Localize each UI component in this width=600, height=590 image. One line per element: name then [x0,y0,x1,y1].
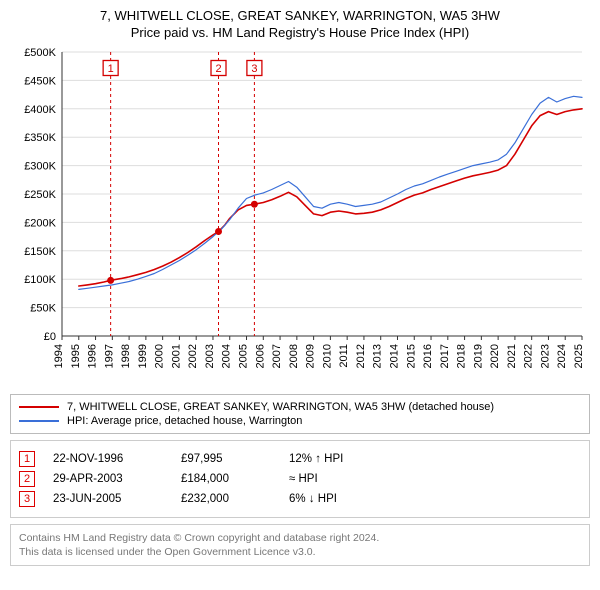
attribution: Contains HM Land Registry data © Crown c… [10,524,590,566]
svg-text:1997: 1997 [103,344,115,368]
svg-text:£150K: £150K [24,246,56,258]
svg-text:£0: £0 [44,331,56,343]
event-date: 29-APR-2003 [53,473,163,485]
svg-text:£100K: £100K [24,274,56,286]
event-hpi-delta: 12% ↑ HPI [289,453,389,465]
svg-text:£200K: £200K [24,217,56,229]
svg-text:2007: 2007 [271,344,283,368]
sale-event-row: 2 29-APR-2003 £184,000 ≈ HPI [19,471,581,487]
svg-text:2000: 2000 [154,344,166,368]
event-badge: 1 [19,451,35,467]
svg-text:2003: 2003 [204,344,216,368]
svg-text:2: 2 [215,63,221,75]
event-price: £97,995 [181,453,271,465]
svg-text:2010: 2010 [321,344,333,368]
svg-text:2002: 2002 [187,344,199,368]
event-badge: 2 [19,471,35,487]
svg-text:£400K: £400K [24,104,56,116]
svg-text:1: 1 [108,63,114,75]
event-date: 22-NOV-1996 [53,453,163,465]
svg-text:2008: 2008 [288,344,300,368]
attribution-line-1: Contains HM Land Registry data © Crown c… [19,531,581,545]
attribution-line-2: This data is licensed under the Open Gov… [19,545,581,559]
svg-text:1998: 1998 [120,344,132,368]
svg-text:2022: 2022 [523,344,535,368]
event-badge: 3 [19,491,35,507]
sale-event-row: 1 22-NOV-1996 £97,995 12% ↑ HPI [19,451,581,467]
sale-events-table: 1 22-NOV-1996 £97,995 12% ↑ HPI 2 29-APR-2003… [10,440,590,518]
svg-text:2004: 2004 [221,344,233,368]
svg-text:3: 3 [251,63,257,75]
svg-text:1994: 1994 [53,344,65,368]
svg-text:2018: 2018 [456,344,468,368]
legend-swatch [19,406,59,408]
chart-container: 7, WHITWELL CLOSE, GREAT SANKEY, WARRING… [0,0,600,576]
event-hpi-delta: 6% ↓ HPI [289,493,389,505]
svg-text:2005: 2005 [238,344,250,368]
event-price: £232,000 [181,493,271,505]
svg-text:£450K: £450K [24,75,56,87]
svg-text:1999: 1999 [137,344,149,368]
svg-text:2020: 2020 [489,344,501,368]
svg-text:1996: 1996 [87,344,99,368]
svg-text:2013: 2013 [372,344,384,368]
svg-text:2019: 2019 [472,344,484,368]
svg-text:£300K: £300K [24,161,56,173]
title-line-2: Price paid vs. HM Land Registry's House … [10,25,590,40]
svg-text:2023: 2023 [539,344,551,368]
svg-text:1995: 1995 [70,344,82,368]
event-hpi-delta: ≈ HPI [289,473,389,485]
legend-label: HPI: Average price, detached house, Warr… [67,415,302,427]
svg-text:£50K: £50K [30,303,56,315]
svg-text:2017: 2017 [439,344,451,368]
svg-text:£250K: £250K [24,189,56,201]
svg-text:£500K: £500K [24,47,56,59]
chart-plot-area: £0 £50K £100K £150K £200K £250K £300K £350K £400… [10,46,590,386]
legend-item: HPI: Average price, detached house, Warr… [19,415,581,427]
svg-text:2014: 2014 [388,344,400,368]
svg-text:2025: 2025 [573,344,585,368]
svg-text:2006: 2006 [254,344,266,368]
svg-text:£350K: £350K [24,132,56,144]
event-date: 23-JUN-2005 [53,493,163,505]
svg-text:2012: 2012 [355,344,367,368]
svg-text:2011: 2011 [338,344,350,368]
svg-text:2015: 2015 [405,344,417,368]
legend-label: 7, WHITWELL CLOSE, GREAT SANKEY, WARRING… [67,401,494,413]
legend-item: 7, WHITWELL CLOSE, GREAT SANKEY, WARRING… [19,401,581,413]
svg-text:2024: 2024 [556,344,568,368]
line-chart-svg: £0 £50K £100K £150K £200K £250K £300K £350K £400… [10,46,590,386]
svg-text:2016: 2016 [422,344,434,368]
event-price: £184,000 [181,473,271,485]
legend-swatch [19,420,59,422]
sale-event-row: 3 23-JUN-2005 £232,000 6% ↓ HPI [19,491,581,507]
svg-text:2009: 2009 [305,344,317,368]
title-line-1: 7, WHITWELL CLOSE, GREAT SANKEY, WARRING… [10,8,590,23]
svg-text:2001: 2001 [170,344,182,368]
title-block: 7, WHITWELL CLOSE, GREAT SANKEY, WARRING… [10,8,590,40]
svg-text:2021: 2021 [506,344,518,368]
legend: 7, WHITWELL CLOSE, GREAT SANKEY, WARRING… [10,394,590,434]
